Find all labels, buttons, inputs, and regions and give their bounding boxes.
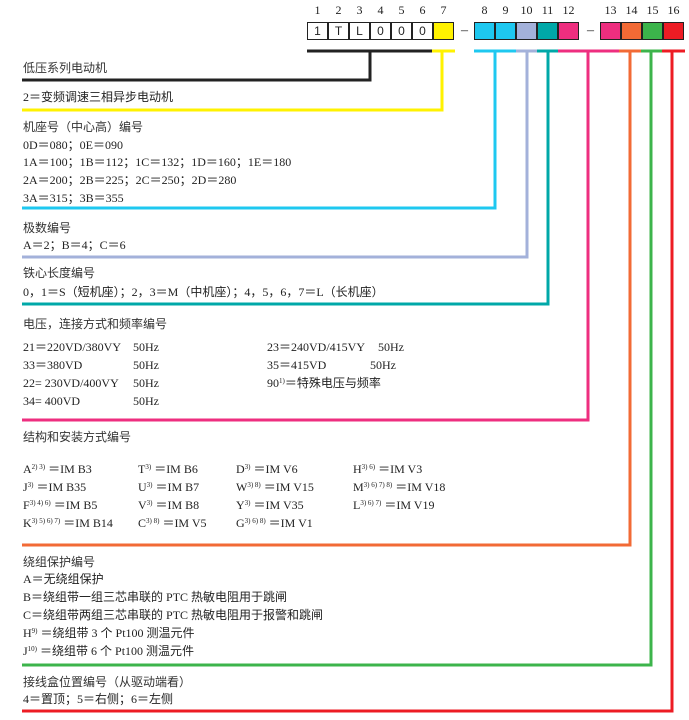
voltage-freq: 50Hz [378, 340, 404, 354]
code-box: 0 [391, 22, 412, 40]
core-line: 0，1＝S（短机座）；2，3＝M（中机座）；4，5，6，7＝L（长机座） [23, 285, 384, 299]
position-number: 1 [314, 3, 321, 17]
voltage-code: 23＝240VD/415VY [267, 340, 365, 354]
code-box [600, 22, 621, 40]
mounting-code: U3) ＝IM B7 [138, 480, 200, 494]
frame-line: 2A＝200；2B＝225；2C＝250；2D＝280 [23, 173, 237, 187]
position-number: 13 [604, 3, 617, 17]
frame-title: 机座号（中心高）编号 [23, 120, 144, 134]
frame-line: 3A＝315；3B＝355 [23, 191, 124, 205]
code-box [433, 22, 454, 40]
position-number: 12 [562, 3, 575, 17]
winding-option: H9) ＝绕组带 3 个 Pt100 测温元件 [23, 626, 195, 640]
mounting-code: J3) ＝IM B35 [23, 480, 87, 494]
winding-title: 绕组保护编号 [23, 555, 96, 569]
mounting-code: T3) ＝IM B6 [138, 462, 198, 476]
mounting-code: V3) ＝IM B8 [138, 498, 200, 512]
code-box [642, 22, 663, 40]
mounting-code: G3) 6) 8) ＝IM V1 [236, 516, 313, 530]
voltage-freq: 50Hz [133, 376, 159, 390]
winding-option: A＝无绕组保护 [23, 572, 104, 586]
mounting-code: D3) ＝IM V6 [236, 462, 298, 476]
voltage-code: 33＝380VD [23, 358, 83, 372]
position-number: 11 [541, 3, 554, 17]
mounting-code: A2) 3) ＝IM B3 [23, 462, 92, 476]
code-box [495, 22, 516, 40]
mounting-code: W3) 8) ＝IM V15 [236, 480, 314, 494]
terminal-line: 4＝置顶；5＝右侧；6＝左侧 [23, 692, 174, 706]
mounting-code: M3) 6) 7) 8) ＝IM V18 [353, 480, 446, 494]
position-number: 7 [440, 3, 447, 17]
voltage-freq: 50Hz [133, 394, 159, 408]
winding-option: B＝绕组带一组三芯串联的 PTC 热敏电阻用于跳闸 [23, 590, 288, 604]
frame-line: 1A＝100；1B＝112；1C＝132；1D＝160；1E＝180 [23, 155, 292, 169]
code-box [558, 22, 579, 40]
voltage-title: 电压，连接方式和频率编号 [23, 317, 168, 331]
winding-option: J10) ＝绕组带 6 个 Pt100 测温元件 [23, 644, 195, 658]
voltage-code: 35＝415VD [267, 358, 327, 372]
mounting-code: L3) 6) 7) ＝IM V19 [353, 498, 435, 512]
position-number: 3 [356, 3, 363, 17]
pos7-desc: 2＝变频调速三相异步电动机 [23, 90, 174, 104]
separator: – [461, 23, 468, 38]
core-title: 铁心长度编号 [23, 266, 96, 280]
winding-option: C＝绕组带两组三芯串联的 PTC 热敏电阻用于报警和跳闸 [23, 608, 324, 622]
code-box: 0 [370, 22, 391, 40]
position-number: 14 [625, 3, 638, 17]
poles-title: 极数编号 [23, 221, 72, 235]
mounting-code: F3) 4) 6) ＝IM B5 [23, 498, 98, 512]
voltage-code: 22= 230VD/400VY [23, 376, 119, 390]
separator: – [587, 23, 594, 38]
code-box: T [328, 22, 349, 40]
code-box: 1 [307, 22, 328, 40]
mounting-code: K3) 5) 6) 7) ＝IM B14 [23, 516, 113, 530]
code-box [663, 22, 684, 40]
position-number: 8 [481, 3, 488, 17]
position-number: 16 [667, 3, 680, 17]
mounting-code: C3) 8) ＝IM V5 [138, 516, 207, 530]
mounting-code: H3) 6) ＝IM V3 [353, 462, 423, 476]
voltage-freq: 50Hz [133, 358, 159, 372]
position-number: 5 [398, 3, 405, 17]
mounting-code: Y3) ＝IM V35 [236, 498, 304, 512]
voltage-code: 901)＝特殊电压与频率 [267, 376, 381, 390]
position-number: 9 [502, 3, 509, 17]
code-box [474, 22, 495, 40]
code-box [516, 22, 537, 40]
poles-line: A＝2；B＝4；C＝6 [23, 238, 126, 252]
position-number: 10 [520, 3, 533, 17]
code-box [621, 22, 642, 40]
position-number: 4 [377, 3, 384, 17]
mounting-title: 结构和安装方式编号 [23, 430, 132, 444]
terminal-title: 接线盒位置编号（从驱动端看） [23, 675, 192, 689]
series-title: 低压系列电动机 [23, 61, 108, 75]
code-box [537, 22, 558, 40]
position-number: 2 [335, 3, 342, 17]
voltage-freq: 50Hz [370, 358, 396, 372]
code-box: 0 [412, 22, 433, 40]
voltage-freq: 50Hz [133, 340, 159, 354]
code-box: L [349, 22, 370, 40]
position-number: 6 [419, 3, 426, 17]
frame-line: 0D＝080；0E＝090 [23, 138, 123, 152]
position-number: 15 [646, 3, 659, 17]
voltage-code: 34= 400VD [23, 394, 81, 408]
voltage-code: 21＝220VD/380VY [23, 340, 121, 354]
